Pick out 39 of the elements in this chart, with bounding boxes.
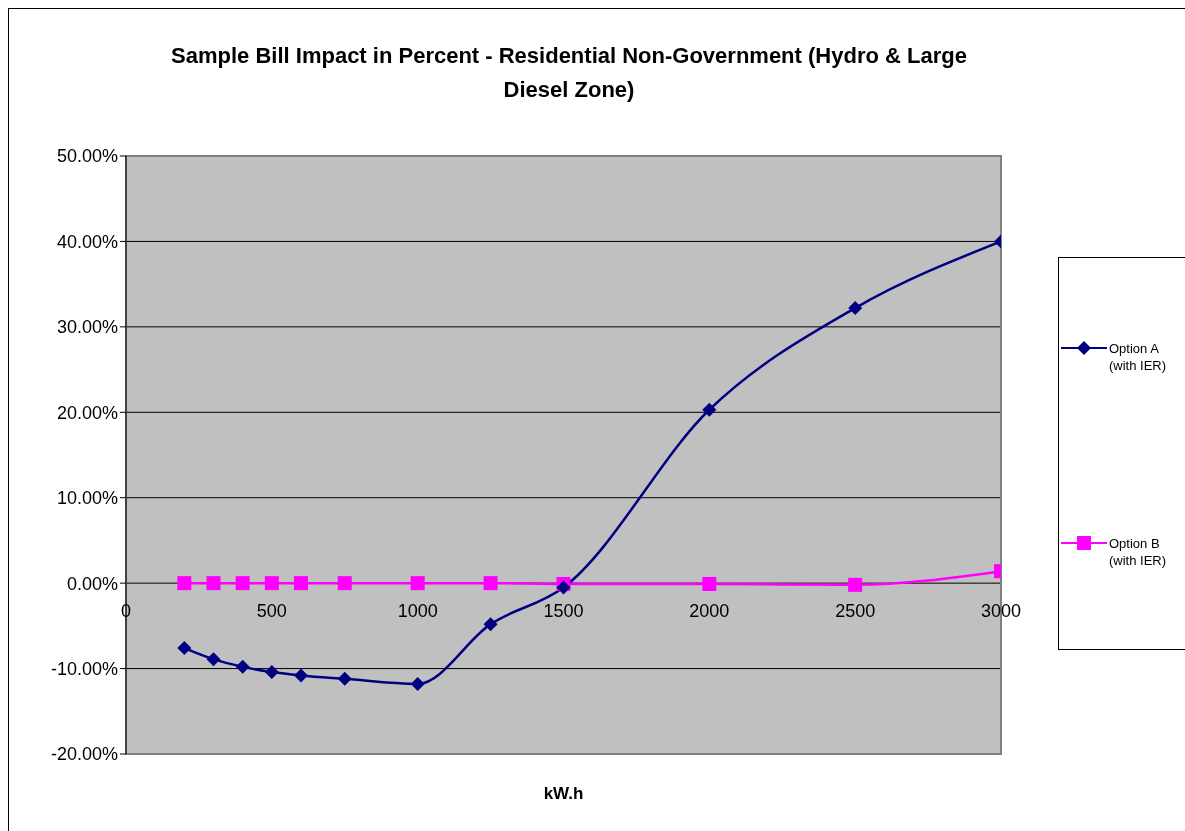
x-tick-label: 1500 — [543, 601, 584, 622]
x-tick-label: 500 — [256, 601, 287, 622]
point — [264, 576, 279, 591]
point — [177, 641, 192, 656]
point — [206, 576, 221, 591]
y-tick-label: -10.00% — [50, 658, 118, 679]
point — [235, 576, 250, 591]
point — [294, 668, 308, 683]
point — [337, 671, 352, 686]
point — [294, 576, 308, 591]
point — [206, 652, 221, 667]
y-tick-label: 0.00% — [66, 573, 118, 594]
point — [337, 576, 352, 591]
y-tick-label: 30.00% — [56, 317, 118, 338]
point — [848, 577, 863, 592]
y-tick-label: 40.00% — [56, 231, 118, 252]
x-tick-label: 3000 — [980, 601, 1022, 622]
chart-title: Sample Bill Impact in Percent - Residential Non-Government (Hydro & Large Diesel Zone) — [170, 42, 968, 104]
point — [235, 659, 250, 674]
point — [177, 576, 192, 591]
point — [483, 617, 498, 632]
point — [702, 402, 717, 417]
x-tick-label: 2000 — [689, 601, 730, 622]
point — [848, 301, 863, 316]
y-tick-label: 50.00% — [56, 146, 118, 167]
y-tick-label: 10.00% — [56, 488, 118, 509]
x-tick-label: 2500 — [835, 601, 876, 622]
point — [483, 576, 498, 591]
y-tick-label: 20.00% — [56, 402, 118, 423]
x-axis-title: kW.h — [542, 784, 585, 804]
point — [410, 576, 425, 591]
x-tick-label: 1000 — [397, 601, 438, 622]
legend-label: Option B (with IER) — [1109, 535, 1168, 570]
point — [410, 676, 425, 691]
y-tick-label: -20.00% — [50, 744, 118, 765]
legend-label: Option A (with IER) — [1109, 339, 1168, 374]
point — [556, 580, 571, 595]
point — [264, 664, 279, 679]
point — [702, 577, 717, 591]
